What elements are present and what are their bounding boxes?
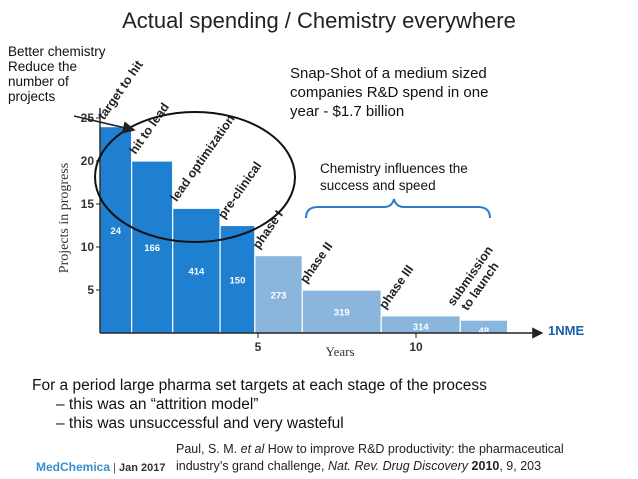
category-label: lead optimization: [168, 112, 238, 204]
citation-rest: , 9, 203: [499, 459, 542, 473]
footer: MedChemica | Jan 2017: [36, 460, 166, 474]
chemistry-circle: [94, 111, 296, 243]
y-tick-label: 10: [81, 240, 95, 254]
footer-separator: |: [113, 462, 116, 474]
citation-journal: Nat. Rev. Drug Discovery: [327, 459, 469, 473]
bullet-points: For a period large pharma set targets at…: [32, 376, 487, 433]
citation-title: How to improve R&D productivity: the pha…: [267, 442, 564, 456]
bullet-sub: – this was an “attrition model”: [56, 396, 259, 413]
snapshot-line: year - $1.7 billion: [290, 103, 405, 120]
y-tick-label: 5: [87, 283, 94, 297]
citation-line-2: industry’s grand challenge, Nat. Rev. Dr…: [176, 458, 564, 475]
y-tick-label: 15: [81, 197, 95, 211]
bar-2: [172, 207, 221, 334]
bar-3: [219, 224, 256, 334]
bar-value-label: 273: [271, 290, 287, 301]
annotation-line: projects: [8, 89, 56, 104]
citation-line-1: Paul, S. M. et al How to improve R&D pro…: [176, 441, 564, 458]
citation-year: 2010: [471, 459, 500, 473]
x-axis-label: Years: [325, 344, 354, 359]
annotation-line: number of: [8, 74, 69, 89]
end-label-1nme: 1NME: [548, 323, 584, 338]
bar-value-label: 166: [144, 243, 160, 254]
bar-5: [301, 289, 382, 334]
axes-group: 5 10 15 20 25 5 10: [81, 108, 544, 354]
bar-value-label: 314: [413, 322, 430, 333]
snapshot-text: Snap-Shot of a medium sized companies R&…: [290, 64, 488, 121]
bar-value-label: 414: [188, 267, 205, 278]
citation-etal: et al: [240, 442, 265, 456]
y-axis-label: Projects in progress: [57, 163, 72, 273]
citation: Paul, S. M. et al How to improve R&D pro…: [176, 441, 564, 475]
footer-brand: MedChemica: [36, 460, 111, 474]
category-label: pre-clinical: [215, 159, 264, 221]
x-tick-label: 10: [409, 340, 423, 354]
citation-title-end: industry’s grand challenge,: [176, 459, 325, 473]
category-label: phase II: [297, 240, 335, 286]
category-label: hit to lead: [127, 100, 172, 156]
snapshot-line: companies R&D spend in one: [290, 84, 489, 101]
annotation-line: Better chemistry: [8, 44, 106, 59]
page-title: Actual spending / Chemistry everywhere: [122, 8, 516, 33]
footer-date: Jan 2017: [119, 462, 166, 474]
category-label: submissionto launch: [445, 243, 508, 316]
y-tick-label: 25: [81, 111, 95, 125]
y-tick-label: 20: [81, 154, 95, 168]
category-label: phase III: [376, 263, 416, 312]
x-tick-label: 5: [255, 340, 262, 354]
chemistry-note: Chemistry influences the success and spe…: [320, 160, 468, 194]
chemistry-note-line: success and speed: [320, 178, 436, 193]
chemistry-note-line: Chemistry influences the: [320, 161, 468, 176]
bar-value-label: 319: [334, 308, 350, 319]
snapshot-line: Snap-Shot of a medium sized: [290, 65, 487, 82]
bar-value-label: 150: [230, 275, 246, 286]
bullet-sub: – this was unsuccessful and very wastefu…: [56, 415, 344, 432]
annotation-arrow: [73, 115, 136, 134]
bars-group: [99, 125, 509, 334]
annotation-better-chemistry: Better chemistry Reduce the number of pr…: [8, 44, 106, 104]
category-label: target to hit: [95, 57, 146, 122]
bullet-main: For a period large pharma set targets at…: [32, 377, 487, 394]
bar-1: [131, 160, 174, 334]
bar-value-label: 48: [479, 326, 490, 337]
bar-value-label: 24: [111, 226, 122, 237]
bar-labels-group: 24 166 414 150 273 319 314 48: [111, 226, 490, 337]
citation-authors: Paul, S. M.: [176, 442, 238, 456]
annotation-line: Reduce the: [8, 59, 78, 74]
clinical-brace: [305, 198, 491, 219]
